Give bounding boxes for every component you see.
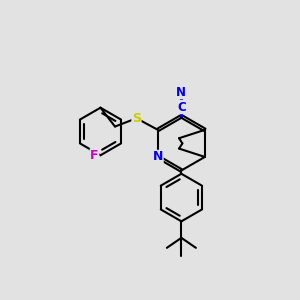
Text: C: C: [177, 100, 186, 114]
Text: N: N: [153, 150, 163, 164]
Text: S: S: [132, 112, 141, 125]
Text: N: N: [176, 86, 186, 99]
Text: F: F: [90, 149, 99, 162]
